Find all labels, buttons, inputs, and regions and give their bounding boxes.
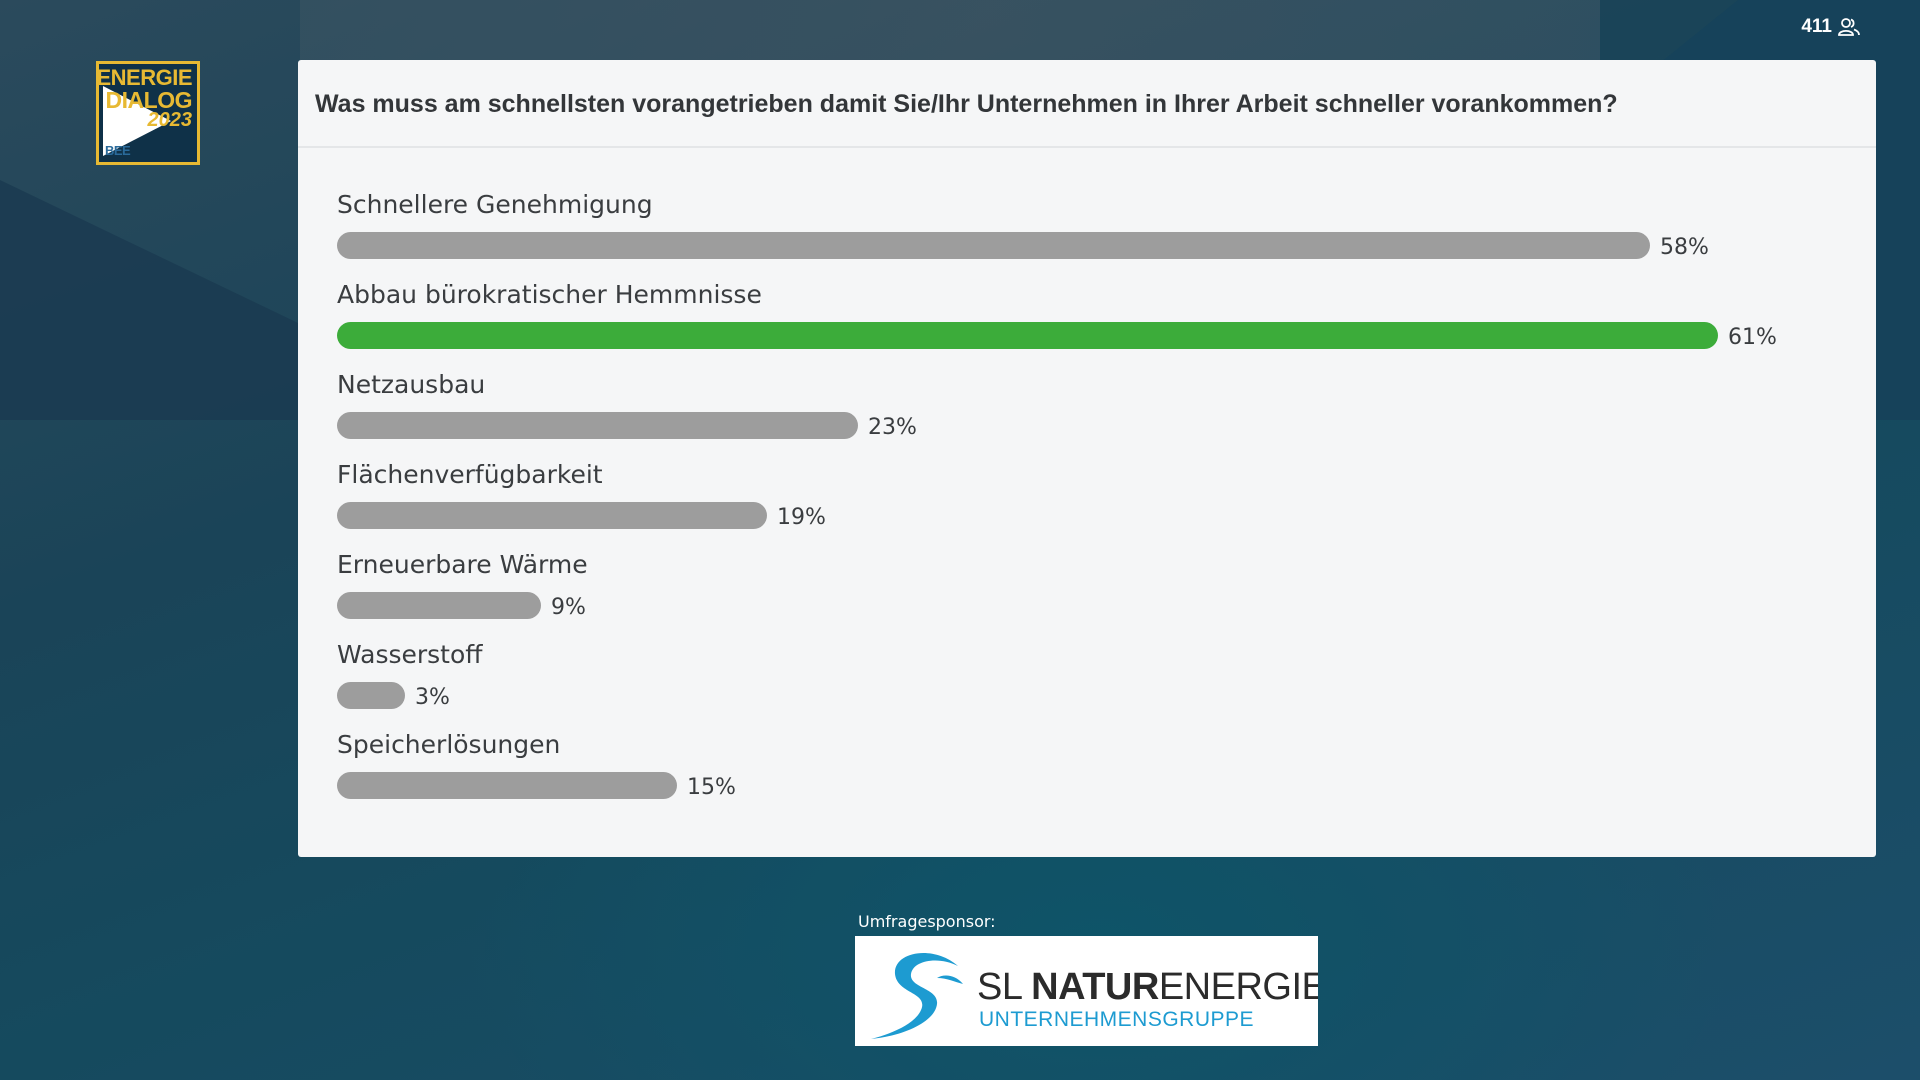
poll-header: Was muss am schnellsten vorangetrieben d… xyxy=(298,60,1876,148)
poll-option-percent: 9% xyxy=(551,595,586,620)
poll-option: Abbau bürokratischer Hemmnisse 61% xyxy=(337,280,1837,370)
poll-option-bar xyxy=(337,591,541,619)
poll-option-label: Abbau bürokratischer Hemmnisse xyxy=(337,280,762,309)
poll-option-percent: 3% xyxy=(415,685,450,710)
sponsor-subtitle: UNTERNEHMENSGRUPPE xyxy=(979,1008,1255,1031)
poll-option-result: 58% xyxy=(337,230,1709,260)
sponsor-name: SL NATURENERGIE xyxy=(977,966,1318,1009)
event-logo-year: 2023 xyxy=(147,109,193,131)
poll-option-label: Flächenverfügbarkeit xyxy=(337,460,603,489)
poll-option: Wasserstoff 3% xyxy=(337,640,1837,730)
sponsor-name-bold: NATUR xyxy=(1031,966,1159,1008)
poll-option: Schnellere Genehmigung 58% xyxy=(337,190,1837,280)
people-icon xyxy=(1838,18,1860,36)
poll-option-percent: 15% xyxy=(687,775,736,800)
play-triangle-icon xyxy=(103,86,171,156)
poll-card: Was muss am schnellsten vorangetrieben d… xyxy=(298,60,1876,857)
poll-option-label: Erneuerbare Wärme xyxy=(337,550,588,579)
poll-option: Erneuerbare Wärme 9% xyxy=(337,550,1837,640)
sponsor-name-prefix: SL xyxy=(977,966,1032,1008)
poll-option-result: 23% xyxy=(337,410,917,440)
poll-option-bar xyxy=(337,501,767,529)
sponsor-swoosh-icon xyxy=(871,952,963,1039)
poll-option-percent: 23% xyxy=(868,415,917,440)
event-logo-line1: ENERGIE xyxy=(96,65,192,90)
poll-option-bar xyxy=(337,321,1718,349)
poll-option-result: 9% xyxy=(337,590,586,620)
poll-option-label: Speicherlösungen xyxy=(337,730,561,759)
poll-option-percent: 61% xyxy=(1728,325,1777,350)
poll-option-result: 19% xyxy=(337,500,826,530)
sponsor-logo: SL NATURENERGIE UNTERNEHMENSGRUPPE xyxy=(855,936,1318,1046)
poll-option: Netzausbau 23% xyxy=(337,370,1837,460)
sponsor-label: Umfragesponsor: xyxy=(858,912,996,931)
poll-option-label: Schnellere Genehmigung xyxy=(337,190,653,219)
poll-option-bar xyxy=(337,411,858,439)
participant-count-value: 411 xyxy=(1801,16,1832,37)
poll-option-bar xyxy=(337,231,1650,259)
poll-option-bar xyxy=(337,681,405,709)
poll-option-result: 61% xyxy=(337,320,1777,350)
poll-option: Speicherlösungen 15% xyxy=(337,730,1837,820)
poll-question: Was muss am schnellsten vorangetrieben d… xyxy=(315,90,1618,118)
poll-option-percent: 58% xyxy=(1660,235,1709,260)
event-logo: ENERGIE DIALOG 2023 BEE xyxy=(96,61,200,165)
event-logo-line2: DIALOG xyxy=(105,87,193,113)
poll-option-label: Netzausbau xyxy=(337,370,486,399)
poll-option-bar xyxy=(337,771,677,799)
poll-option: Flächenverfügbarkeit 19% xyxy=(337,460,1837,550)
participant-count: 411 xyxy=(1801,16,1860,38)
poll-option-result: 3% xyxy=(337,680,450,710)
poll-options: Schnellere Genehmigung 58% Abbau bürokrati… xyxy=(337,190,1837,820)
poll-option-percent: 19% xyxy=(777,505,826,530)
poll-option-label: Wasserstoff xyxy=(337,640,483,669)
sponsor-name-suffix: ENERGIE xyxy=(1158,966,1318,1008)
event-logo-org: BEE xyxy=(105,143,131,158)
poll-option-result: 15% xyxy=(337,770,736,800)
